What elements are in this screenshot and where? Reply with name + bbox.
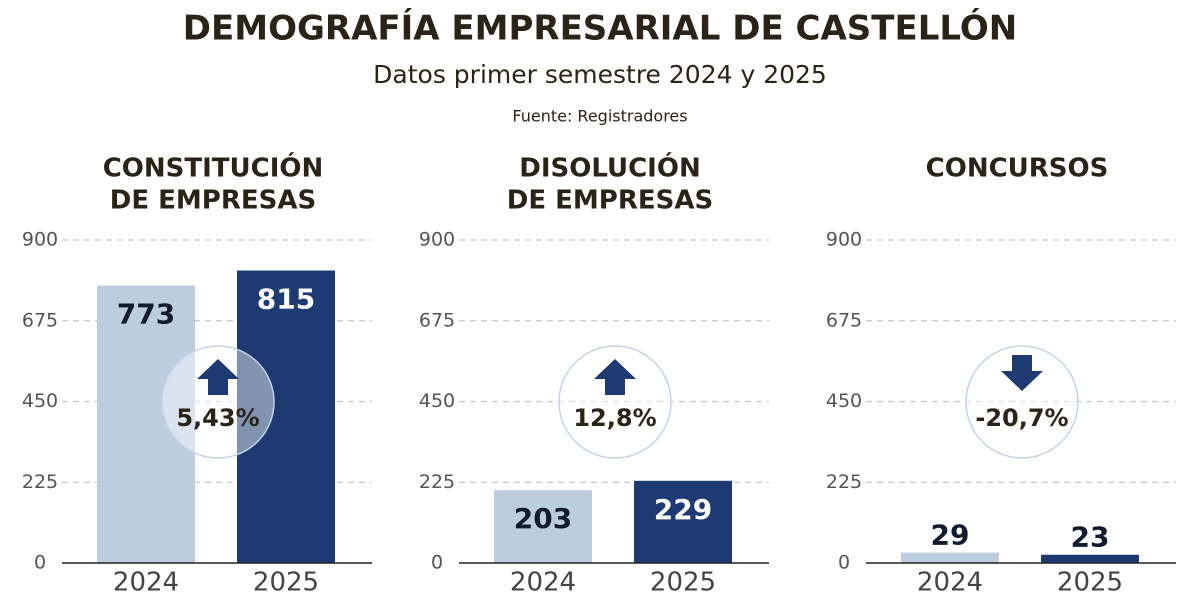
y-tick-label: 900 [22,229,58,251]
y-tick-label: 0 [34,552,46,574]
y-tick-label: 450 [22,390,58,412]
x-tick-label: 2025 [650,568,716,598]
x-tick-label: 2024 [510,568,576,598]
panel-title: DE EMPRESAS [507,186,713,216]
page-title: DEMOGRAFÍA EMPRESARIAL DE CASTELLÓN [183,8,1017,49]
x-tick-label: 2025 [1057,568,1123,598]
y-tick-label: 675 [826,309,862,331]
annotation-circle [161,345,275,459]
panel-title: CONCURSOS [926,154,1109,184]
y-tick-label: 675 [419,309,455,331]
x-tick-label: 2024 [917,568,983,598]
source: Fuente: Registradores [512,107,687,126]
y-tick-label: 0 [431,552,443,574]
value-label: 23 [1071,521,1110,554]
bar [97,285,195,563]
bar [634,480,732,563]
bar [494,490,592,563]
panel-title: CONSTITUCIÓN [103,152,324,184]
y-tick-label: 675 [22,309,58,331]
panel-title: DE EMPRESAS [110,186,316,216]
y-tick-label: 900 [419,229,455,251]
panel-title: DISOLUCIÓN [519,152,700,184]
annotation-circle [558,345,672,459]
y-tick-label: 225 [22,471,58,493]
value-label: 203 [514,502,572,535]
y-tick-label: 225 [419,471,455,493]
subtitle: Datos primer semestre 2024 y 2025 [373,60,827,89]
change-label: 5,43% [176,404,259,432]
bar [237,270,335,563]
value-label: 29 [931,519,970,552]
change-arrow [594,359,636,395]
x-tick-label: 2024 [113,568,179,598]
value-label: 229 [654,493,712,526]
y-tick-label: 225 [826,471,862,493]
bar [901,552,999,563]
annotation-circle [965,345,1079,459]
y-tick-label: 0 [838,552,850,574]
y-tick-label: 450 [826,390,862,412]
value-label: 773 [117,298,175,331]
y-tick-label: 450 [419,390,455,412]
x-tick-label: 2025 [253,568,319,598]
change-arrow [197,359,239,395]
value-label: 815 [257,283,315,316]
change-label: 12,8% [573,404,656,432]
change-arrow [1001,355,1043,391]
y-tick-label: 900 [826,229,862,251]
bar [1041,554,1139,563]
change-label: -20,7% [975,404,1068,432]
